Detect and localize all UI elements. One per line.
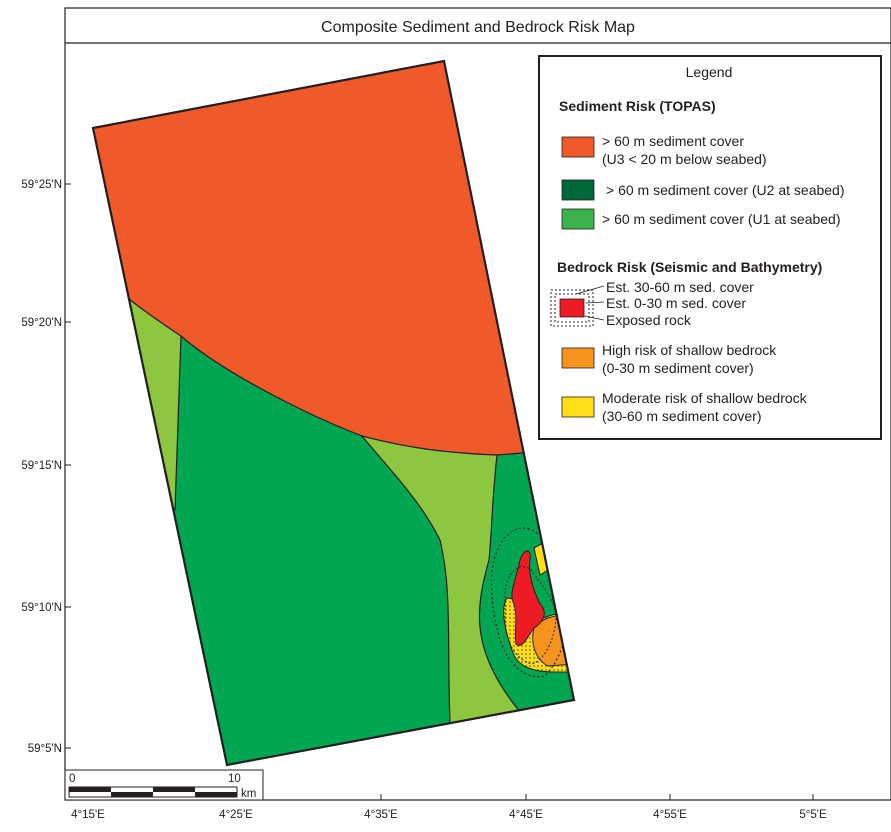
lon-label-4-45: 4°45'E	[509, 809, 543, 821]
swatch-est-30-60	[550, 289, 594, 327]
legend-u3-line1: > 60 m sediment cover	[602, 133, 744, 149]
swatch-high-risk	[561, 347, 595, 369]
sediment-heading: Sediment Risk (TOPAS)	[559, 98, 716, 114]
lon-label-5-5: 5°5'E	[799, 809, 827, 821]
legend-high-risk-line1: High risk of shallow bedrock	[602, 342, 777, 358]
survey-boundary	[91, 59, 576, 767]
scale-start-label: 0	[69, 773, 75, 785]
swatch-u3	[561, 136, 595, 158]
legend-moderate-risk-line2: (30-60 m sediment cover)	[602, 408, 762, 424]
lon-label-4-15: 4°15'E	[71, 809, 105, 821]
legend-title: Legend	[686, 64, 733, 80]
swatch-u2	[561, 179, 595, 201]
swatch-exposed-rock	[559, 298, 585, 318]
swatch-est-0-30	[554, 293, 590, 323]
map-title: Composite Sediment and Bedrock Risk Map	[321, 19, 635, 36]
legend-exposed-rock: Exposed rock	[606, 312, 692, 328]
lon-label-4-35: 4°35'E	[364, 809, 398, 821]
lat-label-59-20: 59°20'N	[21, 317, 62, 329]
swatch-u1	[561, 208, 595, 230]
legend: Legend Sediment Risk (TOPAS) > 60 m sedi…	[538, 55, 882, 440]
lat-label-59-15: 59°15'N	[21, 460, 62, 472]
lon-label-4-25: 4°25'E	[219, 809, 253, 821]
legend-u2-line1: > 60 m sediment cover (U2 at seabed)	[606, 182, 845, 198]
scale-bar: 0 10 km	[64, 769, 264, 801]
lat-label-59-5: 59°5'N	[28, 743, 62, 755]
lon-label-4-55: 4°55'E	[653, 809, 687, 821]
scale-unit-label: km	[241, 788, 256, 800]
scale-end-label: 10	[228, 773, 241, 785]
lat-label-59-10: 59°10'N	[21, 602, 62, 614]
est-0-30-outline	[504, 566, 557, 665]
legend-u1-line1: > 60 m sediment cover (U1 at seabed)	[602, 211, 841, 227]
legend-box	[538, 55, 882, 440]
legend-est-30-60: Est. 30-60 m sed. cover	[606, 279, 754, 295]
legend-high-risk-line2: (0-30 m sediment cover)	[602, 360, 754, 376]
swatch-moderate-risk	[561, 396, 595, 418]
bedrock-heading: Bedrock Risk (Seismic and Bathymetry)	[557, 259, 822, 275]
lat-label-59-25: 59°25'N	[21, 179, 62, 191]
exposed-rock-area	[511, 550, 545, 646]
legend-moderate-risk-line1: Moderate risk of shallow bedrock	[602, 390, 808, 406]
legend-est-0-30: Est. 0-30 m sed. cover	[606, 295, 746, 311]
legend-u3-line2: (U3 < 20 m below seabed)	[602, 151, 767, 167]
